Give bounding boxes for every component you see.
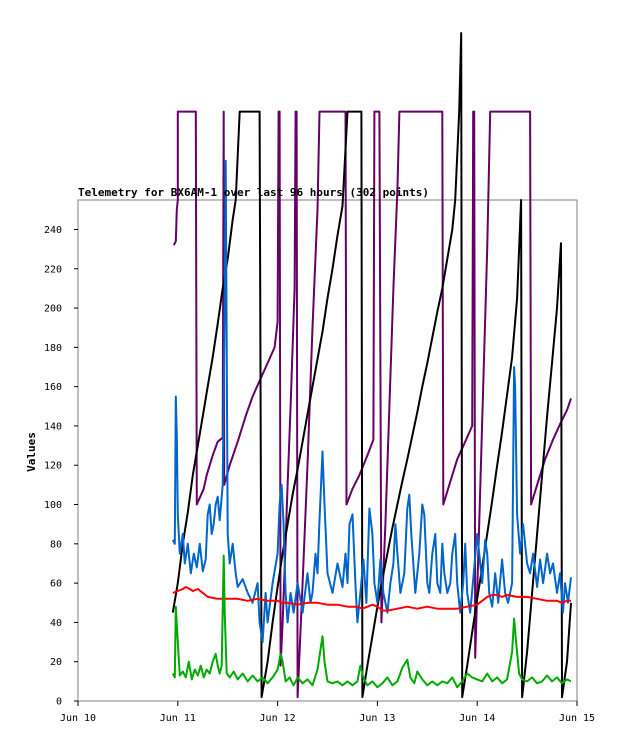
axis-layer: 0 20 40 60 80 100 120 140 160 180 200 220 240 Jun 10 J… [44,225,595,724]
y-tick-label: 40 [50,618,62,629]
series-line-5 [171,554,572,689]
chart-title: Telemetry for BX6AM-1 over last 96 hours… [78,186,429,199]
y-tick-label: 140 [44,421,62,432]
x-tick-label: Jun 12 [260,713,296,724]
x-tick-label: Jun 13 [359,713,395,724]
y-tick-label: 120 [44,461,62,472]
series-line-3 [171,159,572,644]
y-tick-label: 60 [50,579,62,590]
y-tick-label: 200 [44,304,62,315]
y-tick-label: 80 [50,539,62,550]
y-tick-label: 100 [44,500,62,511]
y-tick-label: 220 [44,264,62,275]
x-tick-label: Jun 10 [60,713,96,724]
x-tick-label: Jun 15 [559,713,595,724]
y-tick-label: 0 [56,697,62,708]
y-tick-label: 240 [44,225,62,236]
y-tick-label: 160 [44,382,62,393]
series-line-1 [172,110,572,699]
x-tick-label: Jun 11 [160,713,196,724]
series-line-2 [171,32,572,699]
series-layer [171,32,572,699]
series-line-4 [172,586,571,612]
y-tick-label: 20 [50,657,62,668]
x-tick-label: Jun 14 [459,713,495,724]
y-tick-label: 180 [44,343,62,354]
plot-frame [77,199,578,702]
y-axis-label: Values [25,432,38,472]
